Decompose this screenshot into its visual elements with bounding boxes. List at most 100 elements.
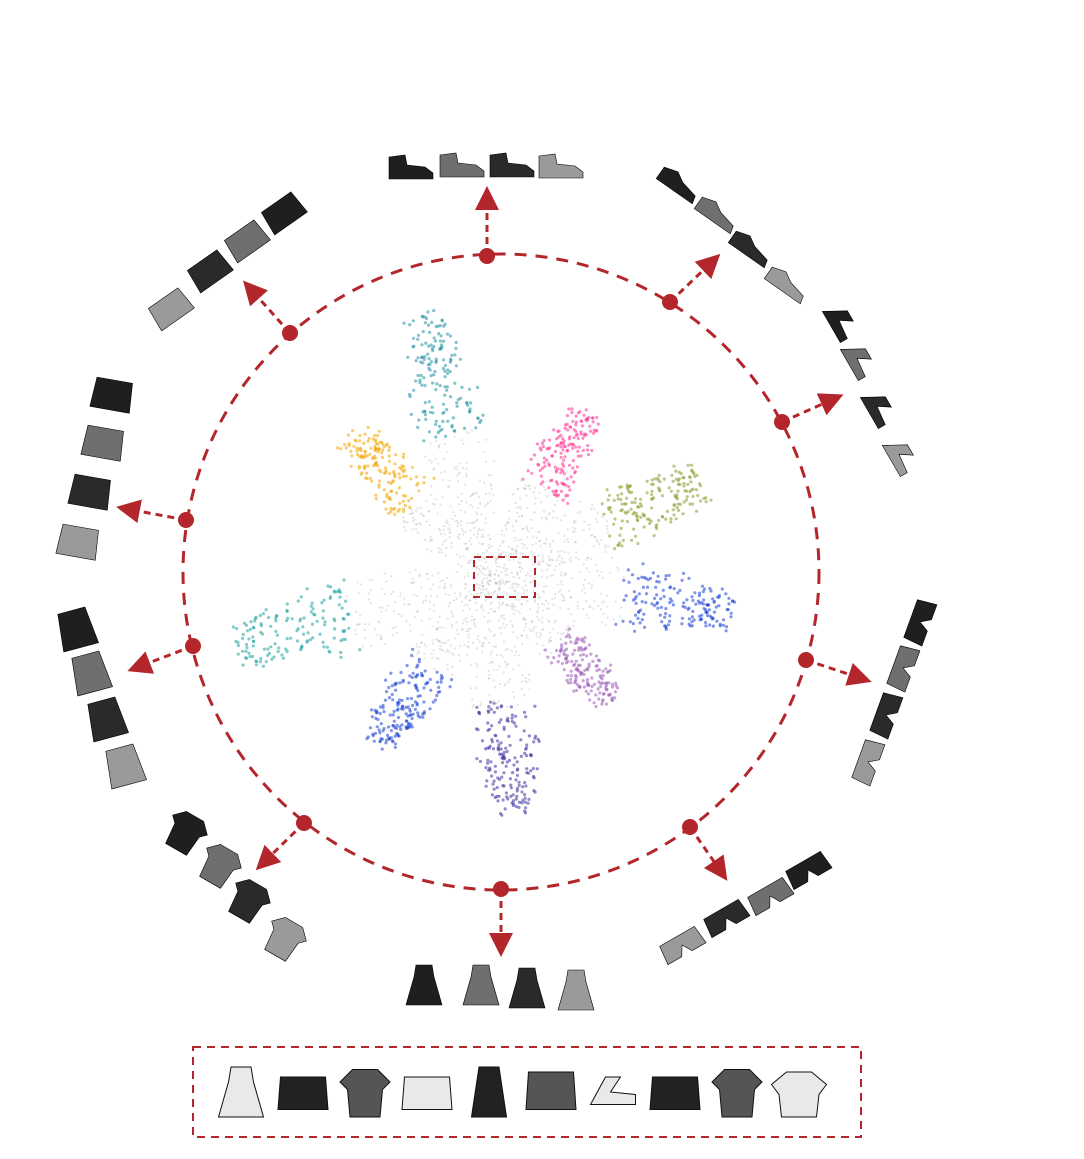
cloud-point bbox=[587, 664, 591, 669]
cloud-point bbox=[340, 606, 344, 610]
connector-arrow-top-right bbox=[668, 253, 721, 304]
cloud-point bbox=[582, 685, 586, 689]
cloud-point bbox=[485, 588, 488, 591]
cloud-point bbox=[572, 428, 576, 432]
cloud-point bbox=[450, 542, 453, 545]
cloud-point bbox=[504, 661, 507, 664]
cloud-point bbox=[586, 453, 591, 457]
cloud-point bbox=[343, 442, 347, 447]
cloud-point bbox=[516, 506, 519, 509]
cloud-point bbox=[688, 624, 692, 628]
cloud-point bbox=[511, 605, 514, 608]
cloud-point bbox=[605, 520, 608, 523]
cloud-point bbox=[512, 586, 515, 589]
cloud-point bbox=[626, 510, 630, 514]
cloud-point bbox=[698, 499, 703, 503]
bag-icon bbox=[223, 219, 271, 264]
cloud-point bbox=[510, 547, 513, 550]
cloud-point bbox=[321, 640, 325, 644]
ring-marker-bottom-left bbox=[296, 815, 312, 831]
sneaker-icon bbox=[727, 230, 768, 269]
cloud-point bbox=[568, 425, 572, 429]
connector-arrow-bottom-right bbox=[688, 826, 728, 881]
cloud-point bbox=[505, 666, 508, 669]
cloud-point bbox=[445, 546, 448, 549]
cloud-point bbox=[476, 728, 480, 732]
cloud-point bbox=[496, 776, 500, 780]
pullover-icon bbox=[525, 1071, 577, 1110]
ring-marker-bottom bbox=[493, 881, 509, 897]
cloud-point bbox=[446, 519, 449, 522]
cloud-point bbox=[630, 500, 634, 505]
cloud-point bbox=[398, 681, 402, 685]
bag-icon bbox=[277, 1076, 329, 1110]
cloud-point bbox=[520, 634, 523, 637]
cloud-point bbox=[534, 599, 537, 602]
cloud-point bbox=[482, 535, 485, 538]
cloud-point bbox=[505, 592, 508, 595]
cloud-point bbox=[520, 801, 524, 805]
cloud-point bbox=[439, 673, 443, 678]
cloud-point bbox=[561, 462, 565, 466]
cloud-point bbox=[414, 683, 418, 687]
cloud-point bbox=[504, 648, 507, 651]
cloud-point bbox=[569, 596, 572, 599]
cloud-point bbox=[472, 618, 475, 621]
cloud-point bbox=[548, 438, 552, 442]
cloud-point bbox=[539, 482, 543, 486]
cloud-point bbox=[285, 602, 289, 606]
cloud-point bbox=[579, 648, 584, 652]
cloud-point bbox=[477, 527, 481, 530]
cloud-point bbox=[286, 616, 290, 620]
cloud-point bbox=[530, 630, 533, 633]
cloud-point bbox=[389, 510, 393, 514]
cloud-point bbox=[483, 615, 486, 618]
cloud-point bbox=[281, 656, 285, 660]
cloud-point bbox=[516, 573, 519, 576]
cloud-point bbox=[413, 593, 416, 597]
cloud-point bbox=[507, 545, 510, 548]
cloud-point bbox=[384, 468, 388, 473]
cloud-point bbox=[358, 622, 361, 626]
cloud-point bbox=[448, 395, 453, 399]
cloud-point bbox=[602, 612, 605, 616]
cloud-point bbox=[437, 551, 440, 554]
cloud-point bbox=[608, 534, 612, 538]
cloud-point bbox=[463, 510, 467, 513]
cloud-point bbox=[441, 402, 446, 406]
cloud-point bbox=[463, 643, 466, 646]
cloud-point bbox=[455, 629, 458, 632]
cloud-point bbox=[540, 441, 545, 445]
cloud-point bbox=[598, 542, 601, 546]
connector-arrow-top-left bbox=[242, 280, 292, 335]
cloud-point bbox=[542, 439, 546, 443]
cloud-point bbox=[525, 681, 528, 684]
cloud-point bbox=[411, 647, 415, 651]
cloud-point bbox=[398, 698, 402, 702]
cloud-point bbox=[515, 786, 520, 791]
cloud-point bbox=[436, 627, 439, 630]
cloud-point bbox=[494, 590, 497, 593]
cloud-point bbox=[543, 603, 546, 606]
cloud-point bbox=[400, 464, 404, 468]
ankle-boot-icon bbox=[489, 152, 535, 178]
cloud-point bbox=[619, 615, 622, 618]
cloud-point bbox=[569, 677, 573, 682]
cloud-point bbox=[434, 419, 438, 423]
cloud-point bbox=[479, 528, 482, 532]
cloud-point bbox=[391, 626, 394, 630]
cloud-point bbox=[448, 531, 451, 534]
cloud-point bbox=[497, 720, 501, 725]
cloud-point bbox=[438, 640, 441, 643]
cloud-point bbox=[407, 603, 410, 606]
cloud-point bbox=[590, 534, 593, 537]
cloud-point bbox=[553, 569, 556, 572]
cloud-point bbox=[642, 514, 647, 518]
connector-arrow-left-upper bbox=[116, 499, 187, 524]
cloud-point bbox=[497, 743, 501, 747]
cloud-point bbox=[532, 552, 536, 555]
cloud-point bbox=[632, 527, 636, 531]
cloud-point bbox=[486, 621, 489, 624]
cloud-point bbox=[665, 509, 670, 513]
trouser-icon bbox=[785, 850, 833, 891]
